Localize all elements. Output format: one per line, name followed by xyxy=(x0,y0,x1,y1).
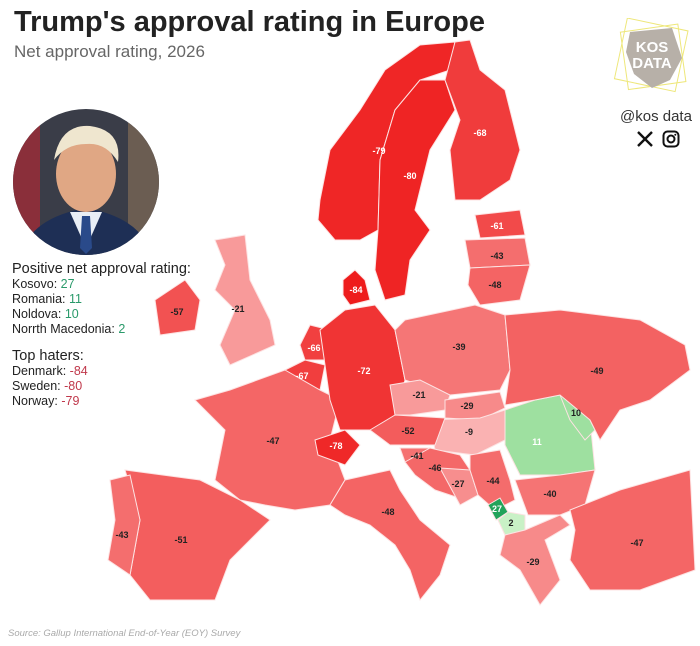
country-switzerland xyxy=(314,429,361,466)
value-label-estonia: -61 xyxy=(490,221,503,231)
legend-country: Romania: xyxy=(12,292,69,306)
value-label-poland: -39 xyxy=(452,342,465,352)
country-ukraine xyxy=(504,309,691,441)
country-lithuania xyxy=(467,264,531,306)
legend-item: Denmark: -84 xyxy=(12,364,191,379)
kos-data-logo: KOS DATA xyxy=(613,18,689,93)
value-label-austria: -52 xyxy=(401,426,414,436)
value-label-belgium: -67 xyxy=(295,371,308,381)
value-label-portugal: -43 xyxy=(115,530,128,540)
value-label-croatia: -46 xyxy=(428,463,441,473)
country-estonia xyxy=(474,209,526,239)
legend-item: Sweden: -80 xyxy=(12,379,191,394)
legend-value: 10 xyxy=(64,307,79,321)
country-sweden xyxy=(374,79,456,301)
country-greece xyxy=(499,514,571,606)
legend-panel: Positive net approval rating: Kosovo: 27… xyxy=(12,262,191,409)
value-label-ukraine: -49 xyxy=(590,366,603,376)
positive-heading: Positive net approval rating: xyxy=(12,261,191,277)
legend-country: Norrth Macedonia: xyxy=(12,322,119,336)
country-uk xyxy=(214,234,276,366)
legend-value: -84 xyxy=(69,364,88,378)
country-ireland xyxy=(154,279,201,336)
value-label-latvia: -43 xyxy=(490,251,503,261)
country-italy xyxy=(329,469,451,602)
value-label-turkey: -47 xyxy=(630,538,643,548)
legend-value: -80 xyxy=(64,379,83,393)
legend-value: 11 xyxy=(68,292,82,306)
value-label-serbia: -44 xyxy=(486,476,499,486)
country-serbia xyxy=(469,449,516,511)
legend-value: 2 xyxy=(118,322,126,336)
legend-country: Noldova: xyxy=(12,307,65,321)
legend-country: Norway: xyxy=(12,394,62,408)
value-label-czechia: -21 xyxy=(412,390,425,400)
legend-value: 27 xyxy=(60,277,75,291)
value-label-bosnia: -27 xyxy=(451,479,464,489)
source-note: Source: Gallup International End-of-Year… xyxy=(8,628,241,639)
value-label-finland: -68 xyxy=(473,128,486,138)
legend-country: Sweden: xyxy=(12,379,65,393)
country-north-macedonia xyxy=(497,511,526,536)
value-label-slovenia: -41 xyxy=(410,451,423,461)
value-label-hungary: -9 xyxy=(465,427,473,437)
value-label-kosovo: 27 xyxy=(492,504,502,514)
country-portugal xyxy=(107,474,141,576)
portrait-image xyxy=(13,109,159,255)
social-handle: @kos data xyxy=(620,108,692,125)
value-label-lithuania: -48 xyxy=(488,280,501,290)
value-label-netherlands: -66 xyxy=(307,343,320,353)
page-title: Trump's approval rating in Europe xyxy=(14,6,485,38)
social-icons xyxy=(636,130,680,148)
value-label-norway: -79 xyxy=(372,146,385,156)
value-label-italy: -48 xyxy=(381,507,394,517)
value-label-bulgaria: -40 xyxy=(543,489,556,499)
legend-value: -79 xyxy=(61,394,80,408)
country-austria xyxy=(369,414,446,446)
legend-item: Norrth Macedonia: 2 xyxy=(12,322,191,337)
legend-item: Kosovo: 27 xyxy=(12,277,191,292)
value-label-sweden: -80 xyxy=(403,171,416,181)
value-label-greece: -29 xyxy=(526,557,539,567)
legend-country: Kosovo: xyxy=(12,277,61,291)
value-label-switzerland: -78 xyxy=(329,441,342,451)
legend-item: Noldova: 10 xyxy=(12,307,191,322)
country-turkey xyxy=(569,469,696,591)
haters-heading: Top haters: xyxy=(12,348,84,364)
value-label-romania: 11 xyxy=(532,437,542,447)
value-label-slovakia: -29 xyxy=(460,401,473,411)
legend-item: Norway: -79 xyxy=(12,394,191,409)
value-label-germany: -72 xyxy=(357,366,370,376)
country-denmark xyxy=(342,269,371,306)
svg-text:DATA: DATA xyxy=(632,55,672,72)
instagram-icon[interactable] xyxy=(662,130,680,148)
value-label-uk: -21 xyxy=(231,304,244,314)
value-label-moldova: 10 xyxy=(571,408,581,418)
value-label-ireland: -57 xyxy=(170,307,183,317)
country-finland xyxy=(444,39,521,201)
country-poland xyxy=(394,304,511,396)
value-label-france: -47 xyxy=(266,436,279,446)
page-subtitle: Net approval rating, 2026 xyxy=(14,42,205,61)
legend-country: Denmark: xyxy=(12,364,70,378)
value-label-denmark: -84 xyxy=(349,285,362,295)
value-label-north-macedonia: 2 xyxy=(508,518,513,528)
legend-item: Romania: 11 xyxy=(12,292,191,307)
svg-text:KOS: KOS xyxy=(636,39,669,56)
x-icon[interactable] xyxy=(636,130,654,148)
value-label-spain: -51 xyxy=(174,535,187,545)
